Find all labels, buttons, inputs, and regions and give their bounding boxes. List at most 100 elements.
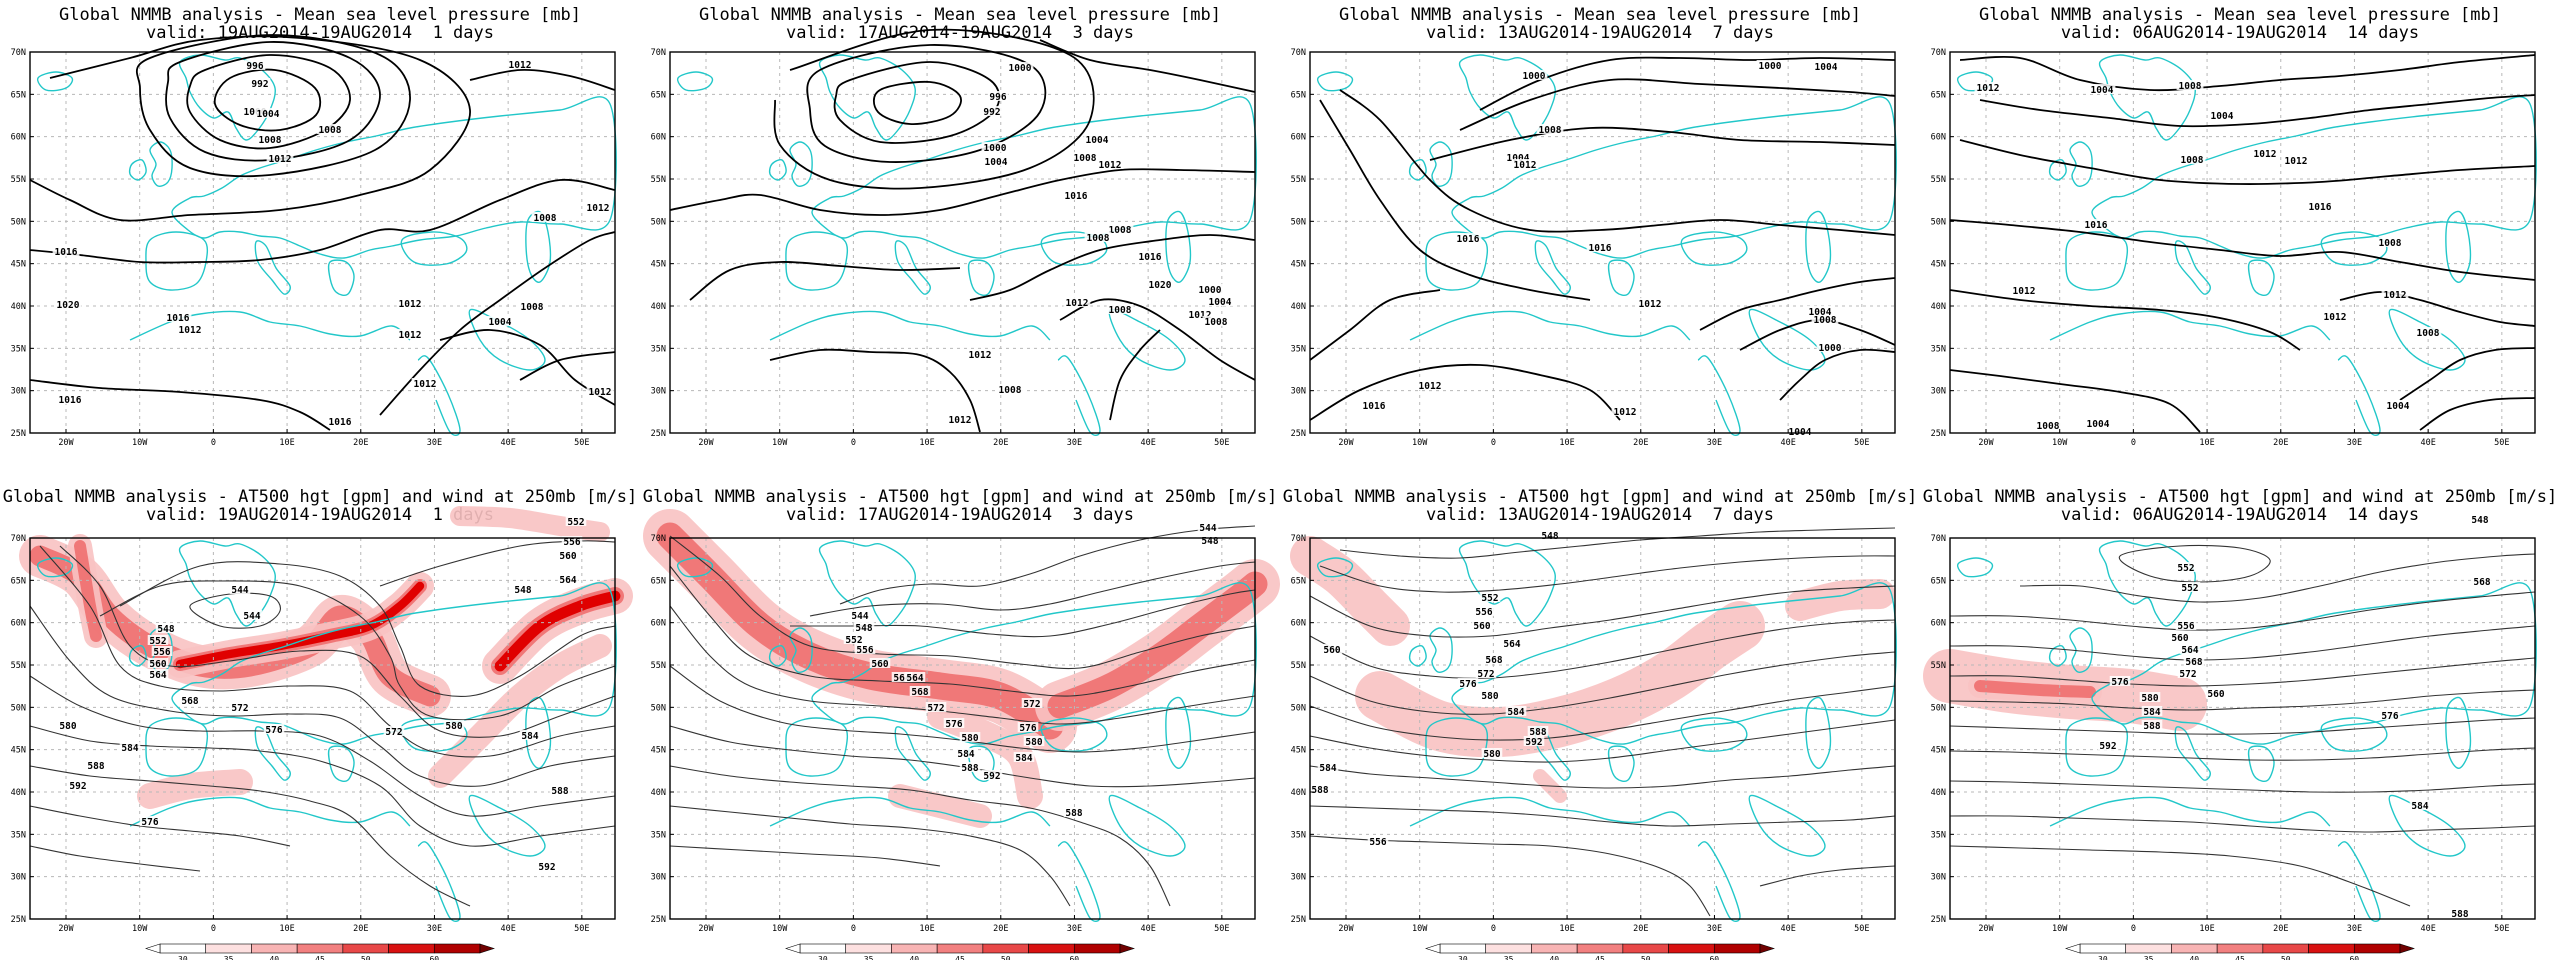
contour-label: 556 bbox=[563, 537, 580, 548]
colorbar-segment bbox=[342, 943, 389, 954]
coastline bbox=[1165, 210, 1192, 283]
contour-labels: 1000 100410001004100810121016101610121008… bbox=[1360, 60, 1844, 438]
colorbar-segment bbox=[1713, 943, 1761, 954]
lon-tick-label: 50E bbox=[574, 924, 589, 934]
map-layer: 1000 100410001004100810121016101610121008… bbox=[1291, 48, 1897, 448]
colorbar-label: 35 bbox=[2144, 955, 2154, 960]
contour-label-bg bbox=[2109, 676, 2131, 686]
colorbar-label: 45 bbox=[955, 955, 965, 960]
lat-tick-label: 55N bbox=[651, 175, 666, 185]
contour-label: 588 bbox=[2143, 721, 2160, 732]
contour-label: 568 bbox=[911, 687, 928, 698]
contour-label: 564 bbox=[1503, 639, 1520, 650]
lat-tick-label: 65N bbox=[1931, 576, 1946, 586]
contour-label: 1012 bbox=[1514, 160, 1537, 171]
contour-layer bbox=[1949, 544, 2536, 907]
coastline bbox=[2049, 310, 2331, 341]
contour-label: 560 bbox=[2207, 689, 2224, 700]
lat-tick-label: 45N bbox=[1931, 746, 1946, 756]
lat-tick-label: 35N bbox=[1931, 344, 1946, 354]
colorbar-segment bbox=[388, 943, 435, 954]
panel-valid-line: valid: 13AUG2014-19AUG2014 7 days bbox=[1426, 505, 1774, 525]
contour-label: 1012 bbox=[1614, 407, 1637, 418]
contour-label: 1016 bbox=[1589, 243, 1612, 254]
isoline bbox=[379, 231, 616, 416]
isoline bbox=[1949, 815, 2536, 833]
contour-label-bg bbox=[1206, 296, 1234, 306]
colorbar-label: 50 bbox=[361, 955, 371, 960]
contour-label: 1016 bbox=[2085, 220, 2108, 231]
contour-label: 592 bbox=[538, 862, 555, 873]
coastline bbox=[2445, 696, 2472, 769]
panel-title: Global NMMB analysis - Mean sea level pr… bbox=[59, 5, 581, 25]
contour-label: 580 bbox=[1481, 691, 1498, 702]
contour-label: 1008 bbox=[999, 385, 1022, 396]
coastline bbox=[1458, 540, 1556, 627]
contour-label-bg bbox=[316, 124, 344, 134]
coastline bbox=[1748, 308, 1826, 371]
isoline bbox=[773, 28, 1095, 190]
contour-label-bg bbox=[518, 301, 546, 311]
contour-label: 1008 bbox=[521, 302, 544, 313]
contour-label-bg bbox=[2097, 740, 2119, 750]
contour-label-bg bbox=[486, 316, 514, 326]
contour-label: 1016 bbox=[1139, 252, 1162, 263]
coastline bbox=[2337, 841, 2381, 922]
contour-label-bg bbox=[1106, 304, 1134, 314]
contour-labels: 5525565605645685725765805845885925485525… bbox=[2097, 514, 2493, 920]
contour-label-bg bbox=[1479, 592, 1501, 602]
contour-label-bg bbox=[2176, 80, 2204, 90]
contour-label-bg bbox=[1974, 82, 2002, 92]
lat-tick-label: 70N bbox=[11, 534, 26, 544]
isoline bbox=[1949, 219, 2536, 281]
contour-label: 568 bbox=[2473, 577, 2490, 588]
isoline bbox=[2419, 397, 2536, 431]
panel-valid-line: valid: 13AUG2014-19AUG2014 7 days bbox=[1426, 23, 1774, 43]
wind-shading-light bbox=[450, 506, 610, 542]
lat-tick-label: 50N bbox=[651, 217, 666, 227]
contour-label-bg bbox=[1475, 668, 1497, 678]
contour-label: 1020 bbox=[57, 300, 80, 311]
coastline bbox=[178, 540, 276, 627]
lat-tick-label: 50N bbox=[11, 217, 26, 227]
contour-label: 1008 bbox=[2181, 155, 2204, 166]
contour-label: 580 bbox=[59, 721, 76, 732]
coastline-layer bbox=[1316, 540, 1897, 922]
contour-label-bg bbox=[565, 516, 587, 526]
colorbar-arrow-left bbox=[145, 943, 161, 954]
contour-label-bg bbox=[1481, 748, 1503, 758]
isoline bbox=[1339, 89, 1896, 236]
contour-label-bg bbox=[1106, 224, 1134, 234]
isoline bbox=[59, 545, 616, 738]
coastline bbox=[2445, 210, 2472, 283]
lat-tick-label: 45N bbox=[1291, 260, 1306, 270]
colorbar-label: 30 bbox=[2098, 955, 2108, 960]
contour-label: 580 bbox=[961, 733, 978, 744]
isoline bbox=[2118, 544, 2271, 583]
lat-tick-label: 65N bbox=[11, 90, 26, 100]
isoline bbox=[135, 34, 411, 178]
contour-label-bg bbox=[56, 394, 84, 404]
contour-label: 1016 bbox=[1457, 234, 1480, 245]
coastline bbox=[128, 159, 147, 181]
colorbar-label: 60 bbox=[1069, 955, 1079, 960]
contour-label-bg bbox=[2139, 692, 2161, 702]
contour-label-bg bbox=[164, 312, 192, 322]
lat-tick-label: 50N bbox=[1291, 703, 1306, 713]
contour-label-bg bbox=[2179, 644, 2201, 654]
lat-tick-label: 55N bbox=[11, 661, 26, 671]
isoline bbox=[379, 540, 616, 587]
contour-label-bg bbox=[396, 329, 424, 339]
coastline bbox=[2049, 796, 2331, 827]
contour-label-bg bbox=[966, 349, 994, 359]
contour-label: 560 bbox=[871, 659, 888, 670]
lat-tick-label: 40N bbox=[1931, 302, 1946, 312]
hgt-wind-panel-1: Global NMMB analysis - AT500 hgt [gpm] a… bbox=[0, 482, 640, 960]
coastline bbox=[171, 582, 617, 745]
contour-label-bg bbox=[179, 695, 201, 705]
contour-label: 1008 bbox=[2179, 81, 2202, 92]
isoline bbox=[1309, 835, 1711, 917]
contour-label-bg bbox=[1197, 522, 1219, 532]
coastline bbox=[36, 71, 74, 92]
contour-label: 552 bbox=[845, 635, 862, 646]
